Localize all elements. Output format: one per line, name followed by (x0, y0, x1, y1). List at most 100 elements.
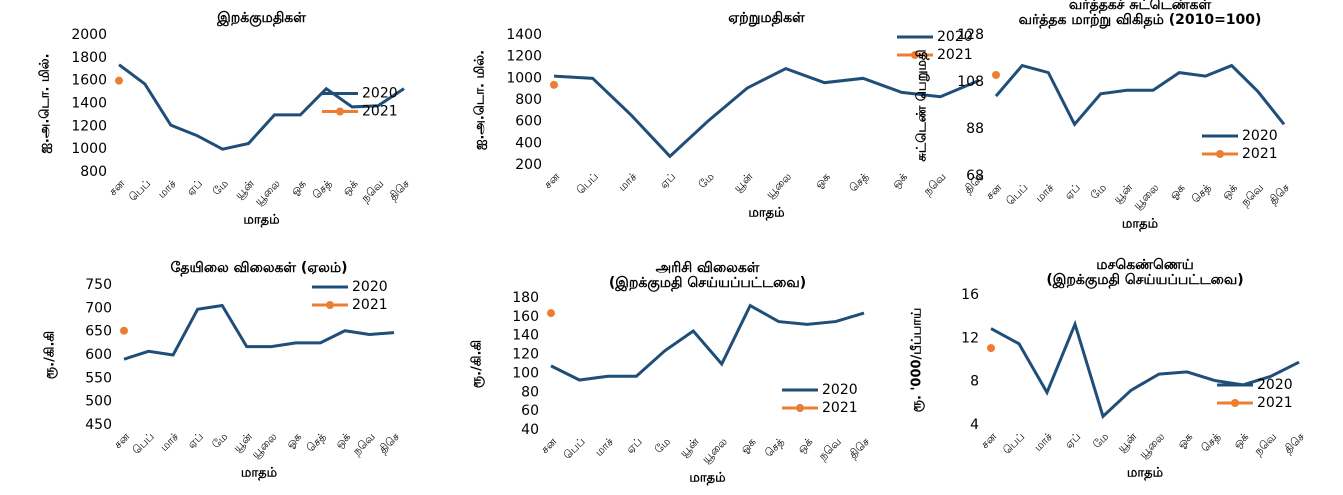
y-tick-label: 8 (970, 374, 979, 390)
x-tick-label: மே (696, 170, 717, 191)
x-tick-label: ஏப் (184, 177, 205, 198)
chart-title: ஏற்றுமதிகள் (728, 10, 805, 27)
x-tick-label: பெப் (561, 435, 588, 462)
y-tick-label: 600 (85, 347, 112, 363)
data-point (120, 326, 128, 335)
x-tick-label: ஒக் (340, 177, 361, 198)
x-tick-label: மாச் (616, 170, 640, 194)
y-tick-label: 700 (85, 300, 112, 316)
x-tick-label: செத் (1199, 430, 1224, 455)
chart-panel: மசகெண்ணெய்(இறக்குமதி செய்யப்பட்டவை) ரூ. '… (909, 257, 1308, 481)
x-tick-label: சன (106, 177, 127, 198)
y-tick-label: 1000 (71, 141, 107, 157)
x-tick-label: மாச் (1031, 430, 1055, 454)
x-tick-label: திசெ (1281, 430, 1307, 456)
legend-label: 2020 (352, 279, 388, 295)
y-tick-label: 2000 (71, 27, 107, 43)
y-tick-label: 88 (966, 121, 984, 137)
x-tick-label: பெப் (1000, 430, 1027, 457)
chart-title: வர்த்தகச் சுட்டெண்கள் (1069, 0, 1212, 14)
x-tick-label: யூலை (763, 170, 794, 201)
x-tick-label: நவெ (1252, 430, 1280, 458)
x-tick-label: திசெ (386, 177, 412, 203)
legend-marker (1231, 399, 1239, 407)
y-tick-label: 550 (85, 370, 112, 386)
x-tick-label: பெப் (574, 170, 601, 197)
y-tick-label: 450 (85, 417, 112, 433)
x-tick-label: பெப் (126, 177, 153, 204)
x-tick-label: செத் (847, 170, 872, 195)
x-tick-label: ஒக் (795, 435, 816, 456)
y-tick-label: 100 (512, 365, 539, 381)
x-tick-label: மே (1088, 181, 1109, 202)
y-tick-label: 180 (512, 290, 539, 306)
legend-label: 2021 (937, 47, 973, 63)
legend-label: 2020 (1242, 128, 1278, 144)
x-tick-label: யூலை (699, 435, 730, 466)
data-line (550, 303, 865, 382)
x-tick-label: ஏப் (657, 170, 678, 191)
y-tick-label: 4 (970, 417, 979, 433)
x-tick-label: யூலை (252, 177, 283, 208)
chart-panel: அரிசி விலைகள்(இறக்குமதி செய்யப்பட்டவை) ரூ… (470, 260, 873, 486)
y-tick-label: 1000 (506, 70, 542, 86)
y-axis-label: ஐ.அ.டொ. மில். (473, 50, 488, 150)
y-tick-label: 128 (957, 27, 984, 43)
y-tick-label: 1800 (71, 50, 107, 66)
y-axis-label: சுட்டெண் பெறுமதி (915, 49, 930, 161)
chart-panel: ஏற்றுமதிகள் ஐ.அ.டொ. மில். மாதம் 200 400 600 80… (473, 10, 988, 221)
data-line (118, 63, 405, 151)
x-tick-label: ஒக் (1219, 181, 1240, 202)
y-axis-label: ரூ./கி.கி (470, 340, 485, 388)
y-tick-label: 80 (521, 384, 539, 400)
x-tick-label: மே (209, 430, 230, 451)
y-tick-label: 1400 (71, 96, 107, 112)
y-axis-label: ரூ./கி.கி (43, 331, 58, 379)
legend-marker (336, 107, 344, 116)
data-point (115, 76, 123, 85)
data-point (992, 70, 1000, 79)
y-tick-label: 650 (85, 324, 112, 340)
legend-label: 2021 (822, 400, 858, 416)
y-tick-label: 800 (80, 164, 107, 180)
y-axis-label: ஐ.அ.டொ. மில். (38, 53, 53, 153)
y-tick-label: 1600 (71, 73, 107, 89)
chart-panel: தேயிலை விலைகள் (ஏலம்) ரூ./கி.கி மாதம் 450 50… (43, 260, 403, 481)
x-tick-label: திசெ (846, 435, 872, 461)
legend-label: 2020 (1257, 377, 1293, 393)
x-tick-label: ஏப் (624, 435, 645, 456)
x-tick-label: ஓக (288, 177, 309, 198)
x-tick-label: யூலை (1131, 181, 1162, 212)
legend-label: 2020 (822, 382, 858, 398)
x-tick-label: யூன் (1115, 430, 1140, 455)
chart-subtitle: வர்த்தக மாற்று விகிதம் (2010=100) (1019, 12, 1262, 29)
y-tick-label: 1200 (71, 118, 107, 134)
y-tick-label: 400 (515, 135, 542, 151)
x-tick-label: திசெ (1266, 181, 1292, 207)
legend-label: 2021 (1257, 395, 1293, 411)
legend-label: 2021 (352, 297, 388, 313)
x-tick-label: சன (978, 430, 999, 451)
x-tick-label: ஒக் (889, 170, 910, 191)
y-tick-label: 12 (961, 330, 979, 346)
chart-title: அரிசி விலைகள் (656, 260, 760, 276)
x-tick-label: மாச் (592, 435, 616, 459)
data-point (547, 309, 555, 318)
y-tick-label: 500 (85, 394, 112, 410)
chart-panel: இறக்குமதிகள் ஐ.அ.டொ. மில். மாதம் 800 1000 120… (38, 10, 413, 228)
x-tick-label: ஓக (812, 170, 833, 191)
x-tick-label: மே (1090, 430, 1111, 451)
x-tick-label: ஓக (1175, 430, 1196, 451)
x-tick-label: செத் (1189, 181, 1214, 206)
data-line (994, 63, 1286, 127)
x-tick-label: ஏப் (1062, 430, 1083, 451)
x-axis-label: மாதம் (748, 206, 785, 221)
x-tick-label: யூன் (677, 435, 702, 460)
x-tick-label: யூன் (731, 170, 756, 195)
y-tick-label: 160 (512, 309, 539, 325)
x-tick-label: ஏப் (1062, 181, 1083, 202)
y-tick-label: 800 (515, 92, 542, 108)
y-tick-label: 60 (521, 403, 539, 419)
legend-label: 2020 (362, 86, 398, 102)
x-tick-label: மே (210, 177, 231, 198)
